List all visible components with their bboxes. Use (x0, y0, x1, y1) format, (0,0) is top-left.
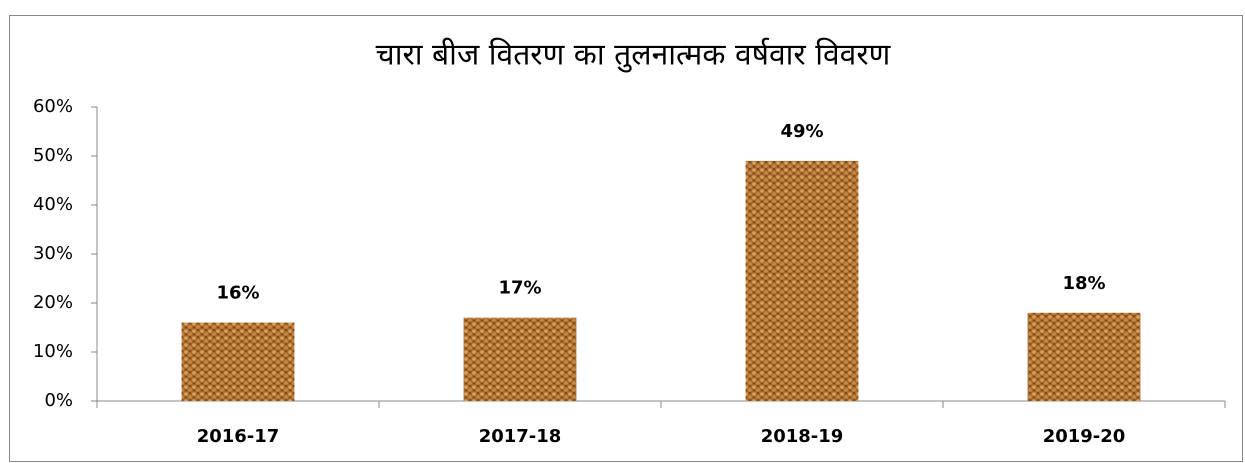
y-tick-label: 20% (33, 292, 73, 313)
x-tick-label: 2016-17 (197, 426, 280, 447)
bar (745, 160, 859, 401)
x-tick-label: 2017-18 (479, 426, 562, 447)
bar (463, 317, 577, 401)
y-tick-label: 0% (44, 390, 73, 411)
x-tick-label: 2018-19 (761, 426, 844, 447)
data-label: 16% (216, 283, 259, 304)
y-tick-label: 50% (33, 145, 73, 166)
y-tick-label: 30% (33, 243, 73, 264)
y-tick-label: 40% (33, 194, 73, 215)
chart-title: चारा बीज वितरण का तुलनात्मक वर्षवार विवर… (376, 38, 892, 74)
y-tick-label: 10% (33, 341, 73, 362)
bar (181, 322, 295, 401)
y-tick-label: 60% (33, 96, 73, 117)
data-label: 18% (1062, 273, 1105, 294)
x-tick-label: 2019-20 (1043, 426, 1126, 447)
data-label: 17% (498, 278, 541, 299)
data-label: 49% (780, 121, 823, 142)
bar (1027, 312, 1141, 401)
